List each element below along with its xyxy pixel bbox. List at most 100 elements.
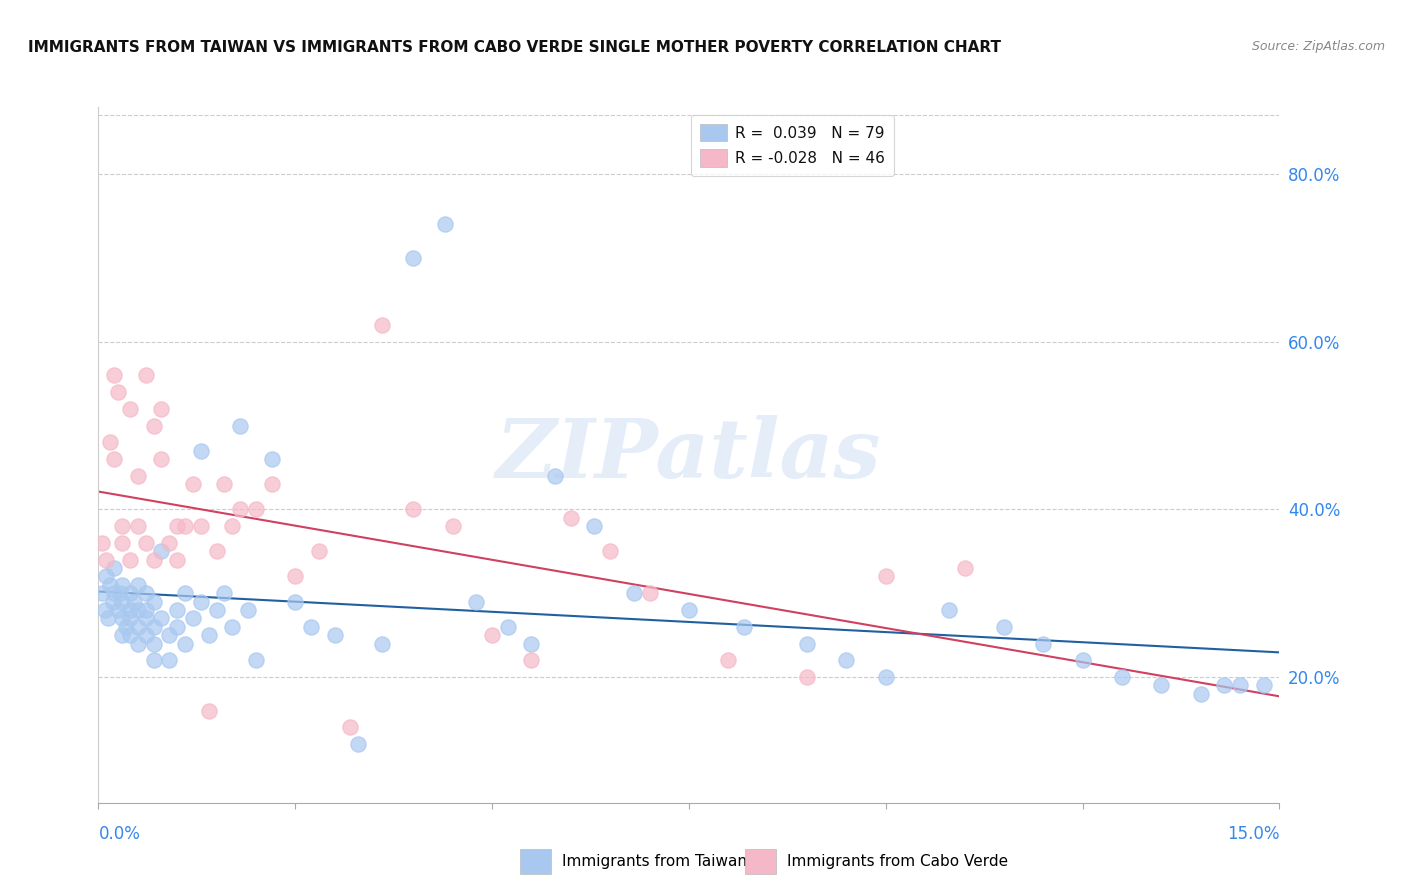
Point: [174, 586, 197, 600]
Point: [101, 594, 124, 608]
Point: [520, 653, 543, 667]
Point: [107, 603, 129, 617]
Point: [1229, 678, 1251, 692]
Point: [796, 636, 818, 650]
Point: [371, 318, 394, 332]
Point: [91, 586, 114, 600]
Point: [599, 544, 621, 558]
Text: 0.0%: 0.0%: [98, 825, 141, 843]
Point: [166, 552, 188, 566]
Point: [1150, 678, 1173, 692]
Point: [115, 620, 138, 634]
Point: [190, 519, 212, 533]
Point: [214, 586, 236, 600]
Point: [339, 720, 361, 734]
Point: [118, 586, 141, 600]
Point: [150, 544, 173, 558]
Point: [122, 594, 145, 608]
Point: [875, 569, 897, 583]
Point: [465, 594, 488, 608]
Point: [127, 603, 149, 617]
Point: [402, 502, 425, 516]
Point: [166, 620, 188, 634]
Point: [560, 510, 582, 524]
Point: [150, 452, 173, 467]
Point: [150, 401, 173, 416]
Point: [118, 611, 141, 625]
Point: [142, 636, 165, 650]
Point: [103, 452, 125, 467]
Point: [299, 620, 322, 634]
Point: [110, 586, 132, 600]
Point: [623, 586, 645, 600]
Point: [142, 594, 165, 608]
Point: [127, 620, 149, 634]
Point: [142, 552, 165, 566]
Point: [135, 368, 157, 383]
Point: [441, 519, 464, 533]
Point: [221, 620, 243, 634]
Point: [157, 536, 180, 550]
Point: [197, 704, 219, 718]
Point: [118, 603, 141, 617]
Point: [544, 468, 567, 483]
Point: [205, 544, 228, 558]
Text: Immigrants from Cabo Verde: Immigrants from Cabo Verde: [787, 855, 1008, 869]
Point: [1111, 670, 1133, 684]
Point: [142, 620, 165, 634]
Point: [96, 569, 118, 583]
Point: [127, 636, 149, 650]
Point: [260, 477, 283, 491]
Point: [181, 477, 204, 491]
Point: [1213, 678, 1236, 692]
Point: [481, 628, 503, 642]
Point: [127, 578, 149, 592]
Point: [1253, 678, 1275, 692]
Point: [107, 385, 129, 400]
Point: [214, 477, 236, 491]
Point: [875, 670, 897, 684]
Point: [150, 611, 173, 625]
Point: [221, 519, 243, 533]
Point: [98, 435, 121, 450]
Point: [520, 636, 543, 650]
Point: [402, 251, 425, 265]
Point: [96, 552, 118, 566]
Point: [229, 502, 252, 516]
Text: Source: ZipAtlas.com: Source: ZipAtlas.com: [1251, 40, 1385, 54]
Point: [166, 519, 188, 533]
Point: [796, 670, 818, 684]
Legend: R =  0.039   N = 79, R = -0.028   N = 46: R = 0.039 N = 79, R = -0.028 N = 46: [690, 115, 894, 176]
Point: [135, 603, 157, 617]
Point: [97, 611, 120, 625]
Point: [236, 603, 259, 617]
Point: [953, 561, 976, 575]
Point: [91, 536, 114, 550]
Point: [127, 468, 149, 483]
Point: [260, 452, 283, 467]
Point: [135, 536, 157, 550]
Point: [347, 737, 370, 751]
Point: [678, 603, 700, 617]
Point: [284, 569, 307, 583]
Point: [993, 620, 1015, 634]
Point: [103, 586, 125, 600]
Point: [111, 611, 134, 625]
Point: [717, 653, 740, 667]
Point: [103, 368, 125, 383]
Point: [245, 502, 267, 516]
Point: [111, 594, 134, 608]
Point: [135, 611, 157, 625]
Point: [98, 578, 121, 592]
Point: [111, 578, 134, 592]
Point: [93, 603, 115, 617]
Point: [433, 218, 456, 232]
Point: [323, 628, 346, 642]
Point: [127, 519, 149, 533]
Point: [111, 628, 134, 642]
Point: [142, 418, 165, 433]
Point: [118, 628, 141, 642]
Point: [245, 653, 267, 667]
Point: [229, 418, 252, 433]
Point: [190, 594, 212, 608]
